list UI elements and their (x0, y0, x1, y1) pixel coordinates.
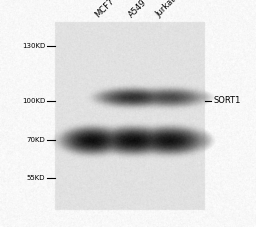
Text: A549: A549 (127, 0, 148, 19)
Text: 55KD: 55KD (27, 175, 45, 181)
Text: SORT1: SORT1 (213, 96, 240, 106)
Text: MCF7: MCF7 (94, 0, 116, 19)
Text: 100KD: 100KD (22, 98, 45, 104)
Text: 130KD: 130KD (22, 43, 45, 49)
Text: Jurkat: Jurkat (154, 0, 177, 19)
Text: 70KD: 70KD (26, 137, 45, 143)
